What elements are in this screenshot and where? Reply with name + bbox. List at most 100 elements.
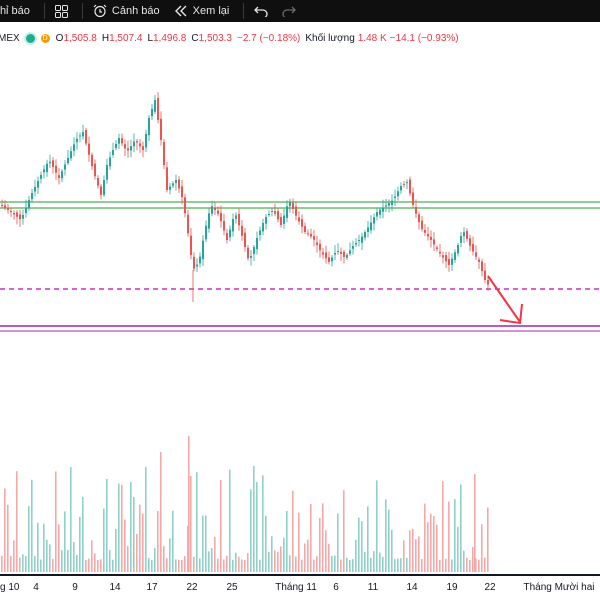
volume-bar: [109, 549, 111, 572]
volume-bar: [400, 558, 402, 572]
candle-body: [469, 238, 471, 246]
candle-body: [340, 251, 342, 254]
volume-bar: [412, 528, 414, 572]
volume-bar: [64, 511, 66, 572]
volume-bar: [319, 517, 321, 572]
volume-bar: [301, 559, 303, 572]
candle-body: [166, 167, 168, 190]
redo-button[interactable]: [282, 5, 297, 17]
volume-bar: [223, 559, 225, 572]
indicators-button[interactable]: Chỉ báo: [0, 5, 30, 17]
volume-bar: [442, 481, 444, 572]
candle-body: [34, 187, 36, 192]
candle-body: [415, 207, 417, 214]
volume-bar: [16, 471, 18, 572]
volume-bar: [457, 526, 459, 572]
undo-button[interactable]: [254, 5, 268, 17]
candle-body: [277, 211, 279, 220]
volume-bar: [160, 452, 162, 572]
candle-body: [247, 247, 249, 259]
volume-bar: [487, 507, 489, 572]
volume-bar: [139, 504, 141, 572]
volume-bar: [124, 519, 126, 572]
volume-bar: [28, 506, 30, 572]
volume-bar: [256, 482, 258, 572]
candle-body: [73, 144, 75, 151]
volume-bar: [355, 539, 357, 572]
candle-body: [10, 210, 12, 212]
candle-body: [406, 182, 408, 184]
volume-bar: [433, 515, 435, 572]
volume-bar: [244, 559, 246, 572]
candle-body: [124, 144, 126, 149]
candle-body: [268, 214, 270, 215]
volume-bar: [151, 559, 153, 572]
candle-body: [211, 206, 213, 214]
volume-bar: [304, 543, 306, 572]
candle-body: [1, 204, 3, 206]
volume-bar: [481, 524, 483, 572]
candle-body: [265, 217, 267, 224]
candle-body: [193, 256, 195, 269]
candle-body: [19, 214, 21, 220]
candle-body: [358, 240, 360, 241]
symbol-name[interactable]: MEX: [0, 32, 20, 44]
candle-body: [280, 217, 282, 225]
candle-body: [295, 206, 297, 216]
open-value: 1,505.8: [63, 32, 97, 44]
volume-bar: [382, 556, 384, 572]
volume-bar: [307, 539, 309, 572]
volume-bar: [97, 560, 99, 572]
candle-body: [70, 151, 72, 159]
volume-bar: [448, 501, 450, 572]
price-chart[interactable]: [0, 0, 600, 574]
candle-body: [118, 138, 120, 144]
volume-bar: [325, 530, 327, 572]
layouts-button[interactable]: [54, 4, 68, 18]
top-toolbar: Chỉ báo Cảnh báo Xem lại: [0, 0, 600, 22]
candle-body: [319, 243, 321, 251]
volume-label: Khối lượng: [305, 32, 355, 44]
time-axis[interactable]: g 10 4 9 14 17 22 25 Tháng 11 6 11 14 19 22 Tháng Mườ…: [0, 574, 600, 602]
high-value: 1,507.4: [109, 32, 143, 44]
candle-body: [373, 217, 375, 224]
candle-body: [328, 257, 330, 262]
replay-label: Xem lại: [192, 5, 230, 17]
candle-body: [130, 146, 132, 151]
candle-body: [43, 169, 45, 173]
volume-bar: [85, 559, 87, 572]
candle-body: [133, 141, 135, 147]
candle-body: [292, 202, 294, 209]
candle-body: [289, 202, 291, 207]
candle-body: [370, 222, 372, 231]
volume-bar: [169, 538, 171, 572]
candle-body: [421, 220, 423, 230]
volume-bar: [259, 559, 261, 572]
volume-bar: [415, 539, 417, 572]
volume-bar: [316, 556, 318, 572]
volume-bar: [358, 517, 360, 572]
candle-body: [163, 141, 165, 165]
volume-bar: [274, 550, 276, 572]
toolbar-divider: [43, 3, 45, 19]
candle-body: [190, 235, 192, 255]
replay-button[interactable]: Xem lại: [174, 5, 230, 17]
candle-body: [139, 143, 141, 147]
candle-body: [13, 213, 15, 215]
low-value: 1,496.8: [153, 32, 187, 44]
volume-bar: [331, 555, 333, 572]
volume-bar: [181, 559, 183, 572]
volume-bar: [229, 469, 231, 572]
volume-bar: [31, 479, 33, 572]
candle-body: [238, 213, 240, 226]
candle-body: [202, 240, 204, 260]
candle-body: [478, 259, 480, 262]
volume-bar: [343, 490, 345, 572]
volume-bar: [367, 506, 369, 572]
candle-body: [409, 179, 411, 194]
candle-body: [115, 144, 117, 149]
horizontal-levels: [0, 201, 600, 332]
alerts-button[interactable]: Cảnh báo: [93, 4, 160, 18]
symbol-legend: MEX D O 1,505.8 H 1,507.4 L 1,496.8 C 1,…: [0, 30, 464, 46]
candle-body: [322, 252, 324, 255]
